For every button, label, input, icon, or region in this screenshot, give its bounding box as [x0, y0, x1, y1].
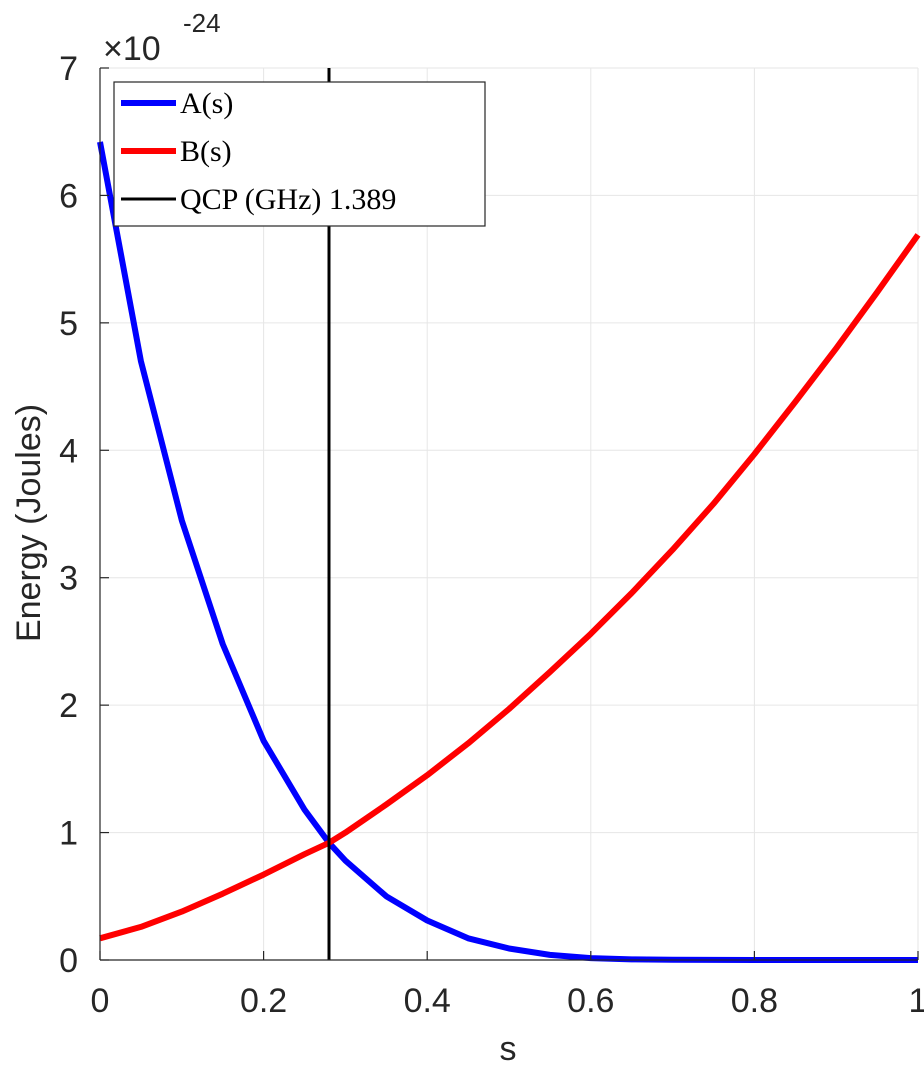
legend: A(s) B(s) QCP (GHz) 1.389 — [113, 81, 486, 227]
y-tick-label: 1 — [59, 815, 78, 853]
x-tick-label: 0.8 — [731, 982, 778, 1020]
legend-entry: A(s) — [180, 87, 233, 120]
x-tick-label: 0.2 — [240, 982, 287, 1020]
x-tick-label: 0 — [91, 982, 110, 1020]
y-tick-label: 5 — [59, 305, 78, 343]
y-tick-label: 0 — [59, 942, 78, 980]
axes — [99, 67, 919, 961]
x-tick-label: 1 — [909, 982, 924, 1020]
grid — [99, 67, 919, 961]
y-exponent-power: -24 — [183, 8, 221, 38]
y-tick-label: 2 — [59, 687, 78, 725]
y-tick-label: 6 — [59, 177, 78, 215]
y-tick-label: 3 — [59, 560, 78, 598]
y-exponent-base: ×10 — [103, 30, 161, 68]
series-line-1 — [99, 233, 921, 942]
y-axis-label: Energy (Joules) — [10, 404, 48, 642]
x-axis-label: s — [500, 1030, 517, 1068]
series-line-0 — [97, 141, 918, 963]
y-tick-label: 4 — [59, 432, 78, 470]
tick-labels: 0 0.2 0.4 0.6 0.8 1 0 1 2 3 4 5 6 7 — [59, 50, 924, 1020]
legend-entry: QCP (GHz) 1.389 — [180, 183, 396, 216]
x-tick-label: 0.4 — [404, 982, 451, 1020]
x-tick-label: 0.6 — [567, 982, 614, 1020]
legend-entry: B(s) — [180, 135, 232, 168]
y-exponent-label: ×10 -24 — [103, 8, 221, 68]
y-tick-label: 7 — [59, 50, 78, 88]
